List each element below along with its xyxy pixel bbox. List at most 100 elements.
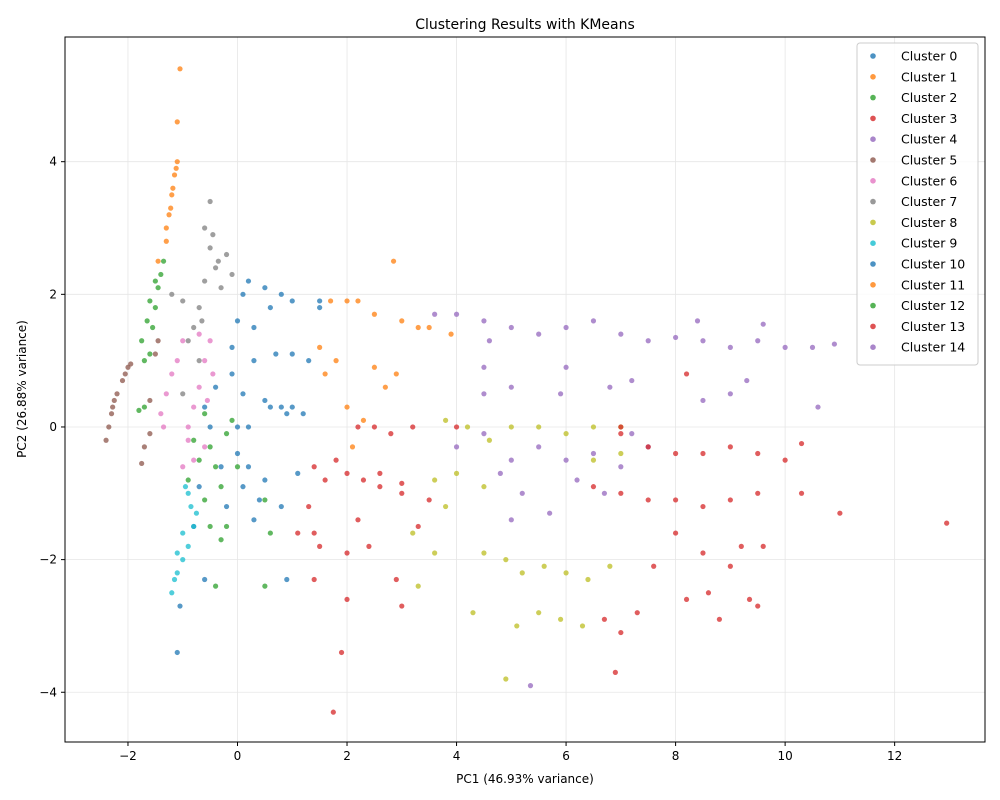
data-point	[371, 424, 378, 430]
data-point	[349, 444, 356, 450]
data-point	[618, 464, 624, 470]
data-points	[103, 66, 950, 715]
data-point	[229, 371, 235, 377]
data-point	[152, 278, 158, 284]
data-point	[234, 464, 241, 470]
series-1	[155, 66, 183, 264]
data-point	[399, 318, 405, 324]
legend-marker	[870, 282, 876, 288]
legend-label: Cluster 4	[901, 132, 957, 147]
data-point	[202, 225, 208, 231]
data-point	[590, 318, 597, 324]
data-point	[147, 431, 153, 437]
data-point	[182, 484, 189, 490]
series-2	[136, 258, 167, 413]
data-point	[355, 424, 361, 430]
data-point	[563, 431, 569, 437]
data-point	[317, 344, 323, 350]
x-tick-label: 10	[777, 749, 792, 763]
data-point	[207, 523, 213, 530]
data-point	[536, 444, 542, 450]
data-point	[746, 596, 753, 603]
legend: Cluster 0 Cluster 1 Cluster 2 Cluster 3 Clus…	[856, 42, 979, 366]
data-point	[191, 437, 197, 443]
y-tick-label: 4	[49, 155, 57, 169]
data-point	[727, 344, 733, 350]
data-point	[295, 470, 301, 476]
data-point	[119, 377, 126, 384]
data-point	[432, 477, 438, 483]
data-point	[202, 411, 208, 417]
data-point	[169, 192, 175, 198]
data-point	[218, 537, 224, 543]
data-point	[453, 470, 460, 476]
legend-label: Cluster 6	[901, 173, 957, 188]
data-point	[202, 404, 208, 410]
data-point	[760, 543, 766, 549]
data-point	[223, 503, 230, 510]
data-point	[267, 530, 273, 536]
data-point	[481, 484, 487, 490]
x-tick-label: 8	[672, 749, 680, 763]
data-point	[410, 530, 416, 536]
data-point	[574, 477, 580, 483]
data-point	[672, 334, 679, 341]
data-point	[125, 364, 131, 370]
data-point	[442, 417, 449, 423]
series-0	[174, 371, 301, 656]
data-point	[831, 341, 838, 347]
data-point	[267, 404, 273, 410]
data-point	[371, 364, 378, 370]
data-point	[202, 358, 208, 364]
data-point	[284, 576, 290, 583]
data-point	[755, 450, 761, 457]
data-point	[503, 557, 509, 563]
y-tick-label: −4	[39, 685, 57, 699]
data-point	[212, 464, 219, 470]
data-point	[196, 384, 202, 390]
data-point	[166, 212, 172, 218]
data-point	[240, 484, 246, 490]
data-point	[155, 338, 161, 344]
data-point	[738, 543, 744, 549]
legend-marker	[870, 94, 876, 101]
legend-marker	[870, 53, 876, 59]
data-point	[229, 271, 235, 278]
data-point	[174, 119, 180, 125]
data-point	[645, 444, 651, 450]
data-point	[700, 397, 706, 404]
data-point	[557, 391, 564, 397]
data-point	[727, 497, 733, 503]
legend-marker	[870, 136, 876, 142]
legend-label: Cluster 10	[901, 257, 965, 272]
data-point	[300, 411, 306, 417]
data-point	[273, 351, 279, 357]
data-point	[204, 397, 210, 404]
data-point	[700, 550, 706, 556]
data-point	[180, 464, 186, 470]
data-point	[152, 304, 158, 311]
data-point	[508, 384, 514, 390]
data-point	[464, 424, 471, 430]
data-point	[700, 338, 706, 344]
data-point	[486, 338, 493, 344]
data-point	[122, 371, 128, 377]
data-point	[672, 497, 679, 503]
data-point	[212, 265, 219, 271]
data-point	[399, 490, 405, 496]
data-point	[185, 437, 191, 443]
data-point	[645, 338, 651, 344]
data-point	[289, 404, 295, 410]
data-point	[196, 484, 202, 490]
data-point	[289, 298, 295, 304]
data-point	[168, 205, 174, 211]
data-point	[180, 338, 186, 344]
data-point	[144, 318, 150, 324]
series-11	[317, 258, 454, 450]
data-point	[390, 258, 397, 264]
data-point	[229, 344, 235, 350]
data-point	[240, 391, 246, 397]
data-point	[727, 391, 733, 397]
data-point	[191, 324, 197, 331]
data-point	[672, 450, 679, 457]
